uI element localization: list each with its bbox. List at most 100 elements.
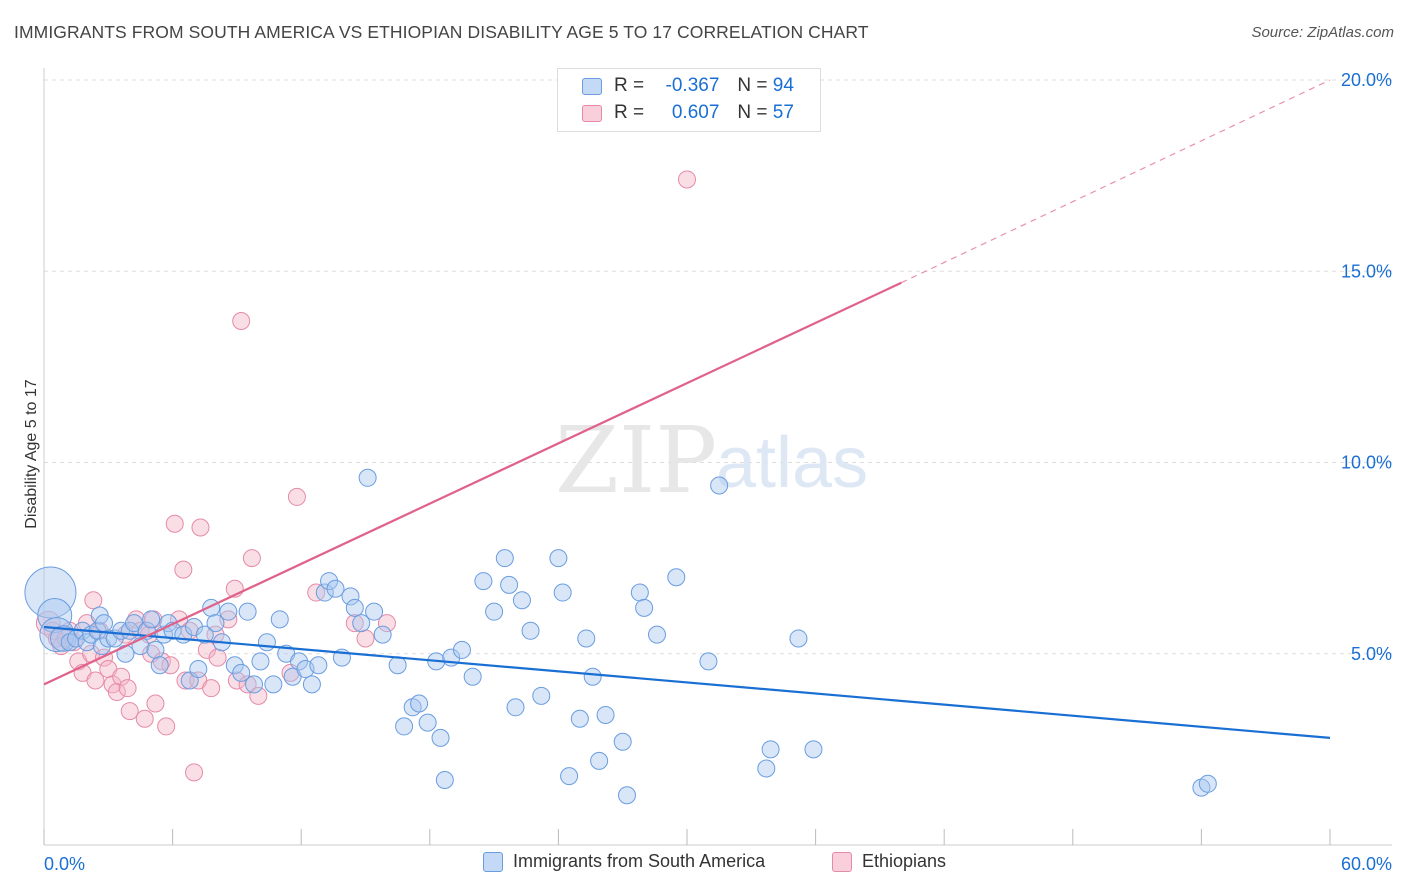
bottom-legend-label: Ethiopians	[862, 851, 947, 871]
legend-n-label: N =	[737, 75, 768, 96]
data-point-south-america	[1198, 774, 1217, 793]
data-point-ethiopians	[232, 311, 251, 330]
data-point-south-america	[761, 740, 780, 759]
tick-labels: 5.0% 10.0% 15.0% 20.0% 0.0% 60.0%	[44, 70, 1392, 874]
data-point-ethiopians	[377, 614, 396, 633]
data-point-south-america	[24, 566, 77, 619]
data-point-south-america	[50, 625, 77, 652]
data-point-ethiopians	[118, 679, 137, 698]
data-point-south-america	[395, 717, 414, 736]
data-point-ethiopians	[120, 702, 139, 721]
data-point-south-america	[474, 572, 493, 591]
data-point-ethiopians	[249, 686, 268, 705]
data-point-south-america	[326, 579, 345, 598]
data-point-ethiopians	[86, 671, 105, 690]
legend-n-label: N =	[737, 102, 768, 123]
y-axis-label: Disability Age 5 to 17	[23, 379, 40, 529]
legend-n-value: 94	[772, 75, 794, 96]
bottom-legend-ethiopians: Ethiopians	[832, 851, 946, 872]
legend-row-ethiopians: R = 0.607 N = 57	[582, 101, 801, 125]
data-point-south-america	[245, 675, 264, 694]
data-point-south-america	[506, 698, 525, 717]
data-point-ethiopians	[176, 671, 195, 690]
data-point-south-america	[195, 625, 214, 644]
data-point-south-america	[435, 770, 454, 789]
data-point-south-america	[485, 602, 504, 621]
data-point-ethiopians	[157, 717, 176, 736]
data-point-south-america	[257, 633, 276, 652]
data-point-south-america	[613, 732, 632, 751]
data-point-ethiopians	[202, 679, 221, 698]
data-point-south-america	[219, 602, 238, 621]
data-point-ethiopians	[345, 614, 364, 633]
watermark-atlas: atlas	[716, 423, 868, 503]
y-tick-label: 15.0%	[1341, 261, 1392, 281]
data-point-south-america	[570, 709, 589, 728]
data-point-south-america	[789, 629, 808, 648]
trend-line-ethiopians	[43, 281, 902, 686]
stats-legend: R = -0.367 N = 94 R = 0.607 N = 57	[557, 68, 821, 132]
axes	[43, 68, 1392, 846]
data-point-south-america	[577, 629, 596, 648]
trend-line-ethiopians-extrapolated	[901, 79, 1331, 284]
data-point-south-america	[185, 617, 204, 636]
data-point-south-america	[410, 694, 429, 713]
data-point-south-america	[232, 663, 251, 682]
data-point-ethiopians	[356, 629, 375, 648]
data-point-south-america	[495, 549, 514, 568]
gridlines	[44, 79, 1392, 655]
data-point-south-america	[431, 728, 450, 747]
data-point-south-america	[341, 587, 360, 606]
y-tick-label: 20.0%	[1341, 70, 1392, 90]
data-point-ethiopians	[287, 487, 306, 506]
data-point-south-america	[630, 583, 649, 602]
data-point-south-america	[590, 751, 609, 770]
data-point-south-america	[365, 602, 384, 621]
data-point-south-america	[553, 583, 572, 602]
data-point-ethiopians	[242, 549, 261, 568]
data-point-south-america	[560, 767, 579, 786]
legend-n-value: 57	[772, 102, 794, 123]
data-point-south-america	[452, 640, 471, 659]
data-point-south-america	[596, 705, 615, 724]
y-tick-label: 10.0%	[1341, 453, 1392, 473]
bottom-legend-swatch-pink	[832, 851, 852, 872]
data-point-south-america	[532, 686, 551, 705]
data-point-south-america	[345, 598, 364, 617]
data-point-south-america	[583, 667, 602, 686]
data-point-ethiopians	[238, 675, 257, 694]
data-point-south-america	[710, 476, 729, 495]
data-point-ethiopians	[161, 656, 180, 675]
data-point-south-america	[647, 625, 666, 644]
y-tick-label: 5.0%	[1351, 644, 1392, 664]
chart-title: IMMIGRANTS FROM SOUTH AMERICA VS ETHIOPI…	[14, 22, 869, 42]
data-point-south-america	[264, 675, 283, 694]
data-point-south-america	[804, 740, 823, 759]
data-point-south-america	[270, 610, 289, 629]
bottom-legend-swatch-blue	[483, 851, 503, 872]
data-point-south-america	[549, 549, 568, 568]
data-point-south-america	[315, 583, 334, 602]
legend-swatch-pink	[582, 104, 602, 122]
data-point-south-america	[352, 614, 371, 633]
data-point-ethiopians	[84, 591, 103, 610]
data-point-south-america	[225, 656, 244, 675]
data-point-south-america	[320, 572, 339, 591]
data-point-ethiopians	[208, 648, 227, 667]
data-point-south-america	[37, 598, 73, 633]
data-point-south-america	[512, 591, 531, 610]
data-point-south-america	[206, 614, 225, 633]
data-point-ethiopians	[135, 709, 154, 728]
bottom-legend-label: Immigrants from South America	[513, 851, 766, 871]
trend-line-south-america	[43, 625, 1331, 739]
data-point-ethiopians	[112, 667, 131, 686]
bottom-legend-south-america: Immigrants from South America	[483, 851, 765, 872]
data-point-south-america	[358, 468, 377, 487]
legend-r-value: -0.367	[665, 75, 720, 96]
data-point-south-america	[189, 660, 208, 679]
x-tick-label-min: 0.0%	[44, 854, 85, 874]
data-point-south-america	[500, 575, 519, 594]
data-point-south-america	[302, 675, 321, 694]
data-point-ethiopians	[165, 514, 184, 533]
